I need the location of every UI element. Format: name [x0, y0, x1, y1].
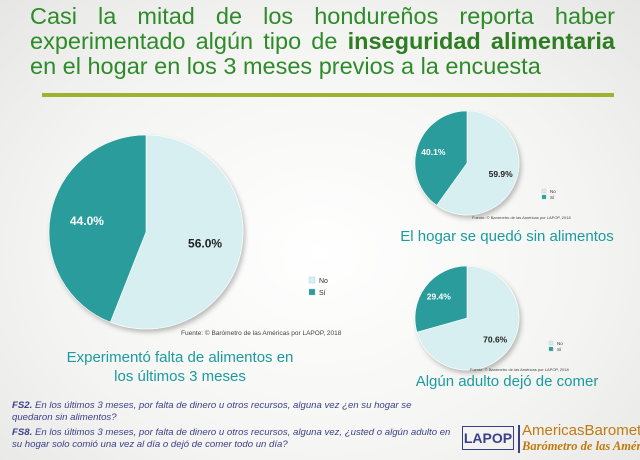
pie-slice-si: [414, 265, 468, 333]
title-part2: en el hogar en los 3 meses previos a la …: [30, 53, 541, 79]
title-rule: [42, 93, 614, 97]
pie-slice-si: [48, 134, 147, 323]
caption-food-lack: Experimentó falta de alimentos en los úl…: [40, 348, 320, 386]
pie-slices: [414, 265, 520, 371]
lapop-logo: LAPOP AmericasBarometer Barómetro de las…: [462, 422, 640, 456]
page-title: Casi la mitad de los hondureños reporta …: [30, 4, 615, 79]
pie-slice-label: 29.4%: [427, 292, 452, 302]
caption-adult-skipped: Algún adulto dejó de comer: [415, 373, 599, 390]
pie-slice-no: [416, 265, 520, 371]
caption-no-food: El hogar se quedó sin alimentos: [400, 228, 614, 245]
pie-slice-label: 56.0%: [188, 236, 222, 250]
caption-food-lack-line2: los últimos 3 meses: [114, 368, 246, 385]
legend-label: Sí: [550, 195, 555, 200]
question-fs8: FS8. En los últimos 3 meses, por falta d…: [12, 427, 452, 451]
pie-slices: [414, 110, 520, 216]
title-part1: Casi la mitad de los hondureños reporta …: [30, 3, 615, 54]
legend-label: No: [557, 341, 563, 346]
title-highlight: inseguridad alimentaria: [347, 28, 615, 54]
question-code: FS2.: [12, 400, 33, 411]
pie2-source: Fuente: © Barómetro de las Américas por …: [470, 367, 569, 372]
legend-label: No: [319, 278, 328, 285]
pie0-source: Fuente: © Barómetro de las Américas por …: [181, 329, 342, 337]
question-text: En los últimos 3 meses, por falta de din…: [12, 400, 412, 423]
logo-separator: [518, 425, 520, 453]
legend-label: Sí: [319, 290, 326, 297]
logo-name: AmericasBarometer: [522, 422, 640, 439]
pie1-source: Fuente: © Barómetro de las Américas por …: [472, 215, 571, 220]
pie-chart-food-lack: 56.0% 44.0% No Sí: [48, 134, 328, 330]
pie-slice-no: [436, 110, 520, 216]
question-code: FS8.: [12, 427, 33, 438]
pie-slice-label: 40.1%: [421, 147, 446, 157]
pie-slice-label: 59.9%: [489, 169, 514, 179]
legend-swatch: [541, 188, 547, 194]
pie-slice-label: 44.0%: [70, 214, 104, 228]
legend-swatch: [308, 288, 316, 296]
legend-label: Sí: [557, 347, 562, 352]
pie-slice-no: [109, 134, 244, 330]
legend-swatch: [308, 276, 316, 284]
pie-slices: [48, 134, 244, 330]
logo-tagline: Barómetro de las Américas: [522, 439, 640, 453]
lapop-logo-box: LAPOP: [462, 426, 514, 450]
question-fs2: FS2. En los últimos 3 meses, por falta d…: [12, 400, 452, 424]
legend-swatch: [541, 194, 547, 200]
pie-slice-si: [414, 110, 468, 206]
survey-questions: FS2. En los últimos 3 meses, por falta d…: [12, 400, 452, 454]
legend-swatch: [548, 340, 554, 346]
legend-label: No: [550, 189, 556, 194]
legend-swatch: [548, 346, 554, 352]
question-text: En los últimos 3 meses, por falta de din…: [12, 427, 451, 450]
caption-food-lack-line1: Experimentó falta de alimentos en: [66, 349, 294, 366]
pie-slice-label: 70.6%: [483, 334, 508, 344]
